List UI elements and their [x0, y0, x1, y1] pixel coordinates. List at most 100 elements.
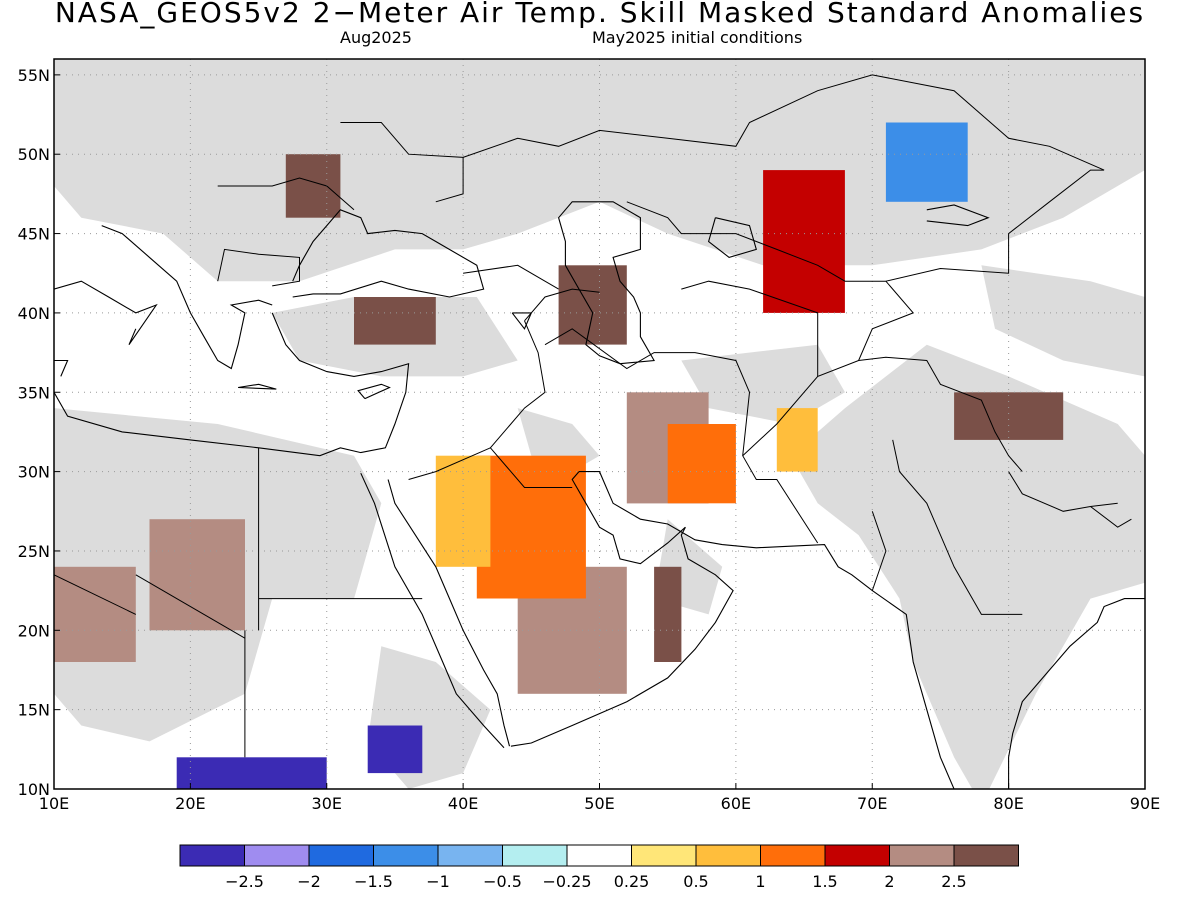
lon-tick-label: 80E [993, 794, 1023, 813]
longitude-axis: 10E 20E 30E 40E 50E 60E 70E 80E 90E [39, 783, 1160, 813]
lat-tick-label: 35N [18, 383, 50, 402]
coastline [357, 383, 391, 400]
country-border [626, 201, 915, 361]
colorbar-label: 0.25 [614, 872, 650, 891]
anomaly-cell [367, 725, 423, 774]
anomaly-cell [885, 122, 968, 202]
colorbar-label: 2.5 [941, 872, 966, 891]
lat-tick-label: 25N [18, 542, 50, 561]
anomaly-cell [954, 392, 1064, 440]
anomaly-cell [176, 757, 327, 789]
anomaly-cell [776, 408, 818, 472]
country-border [217, 248, 300, 287]
coastline [926, 204, 990, 227]
lon-tick-label: 70E [857, 794, 887, 813]
coastline [360, 472, 505, 749]
coastline [510, 526, 734, 747]
latitude-axis: 10N 15N 20N 25N 30N 35N 40N 45N 50N 55N [18, 66, 60, 799]
country-border [462, 74, 1105, 171]
coastline [238, 383, 277, 390]
anomaly-cell [149, 519, 245, 631]
lon-tick-label: 20E [175, 794, 205, 813]
masked-region [981, 265, 1145, 377]
country-border [135, 574, 246, 639]
colorbar-label: −2 [297, 872, 321, 891]
country-border [544, 328, 819, 544]
country-border [1008, 471, 1118, 512]
masked-region [790, 344, 1145, 789]
lat-tick-label: 10N [18, 780, 50, 799]
anomaly-cell [763, 170, 845, 313]
anomaly-cell [476, 455, 586, 599]
lat-tick-label: 50N [18, 145, 50, 164]
coastline [54, 359, 69, 377]
colorbar-label: 2 [884, 872, 894, 891]
coastline [1008, 598, 1145, 789]
colorbar-swatch [308, 844, 374, 867]
country-border [54, 574, 137, 615]
coastline [101, 225, 273, 370]
lat-tick-label: 40N [18, 304, 50, 323]
country-border [892, 439, 1023, 615]
coastline [292, 209, 485, 298]
colorbar-swatch [760, 844, 826, 867]
colorbar-label: −2.5 [225, 872, 264, 891]
coastline [579, 471, 955, 789]
anomaly-cell [285, 154, 341, 218]
colorbar-swatch [437, 844, 503, 867]
colorbar-swatch [179, 844, 245, 867]
forecast-month: Aug2025 [340, 28, 412, 47]
coastline [707, 217, 757, 259]
colorbar-label: −0.5 [483, 872, 522, 891]
country-border [871, 511, 887, 591]
lat-tick-label: 30N [18, 463, 50, 482]
colorbar-swatch [244, 844, 310, 867]
lon-tick-label: 40E [448, 794, 478, 813]
coastline [387, 479, 511, 747]
country-border [340, 122, 464, 203]
country-border [885, 169, 1105, 282]
lon-tick-label: 30E [312, 794, 342, 813]
lon-tick-label: 50E [584, 794, 614, 813]
colorbar-swatch [953, 844, 1019, 867]
coastline [571, 471, 686, 565]
country-border [524, 288, 600, 322]
anomaly-cells-layer [54, 122, 1064, 789]
colorbar-label: −1.5 [354, 872, 393, 891]
colorbar-label: −1 [426, 872, 450, 891]
anomaly-cell [558, 265, 627, 345]
country-border [463, 264, 559, 290]
lat-tick-label: 45N [18, 225, 50, 244]
coastline [54, 280, 158, 346]
coastline [54, 312, 410, 457]
anomaly-cell [667, 424, 736, 504]
colorbar-label: 1.5 [812, 872, 837, 891]
lon-tick-label: 60E [721, 794, 751, 813]
colorbar-label: −0.25 [542, 872, 591, 891]
country-border [681, 280, 819, 377]
colorbar-swatch [824, 844, 890, 867]
lat-tick-label: 55N [18, 66, 50, 85]
colorbar: −2.5 −2 −1.5 −1 −0.5 −0.25 0.25 0.5 1 1.5 2 2.5 [179, 844, 1019, 891]
colorbar-swatch [502, 844, 568, 867]
anomaly-cell [54, 566, 136, 662]
lon-tick-label: 90E [1130, 794, 1160, 813]
colorbar-swatch [373, 844, 439, 867]
initial-conditions: May2025 initial conditions [592, 28, 803, 47]
country-border [1090, 506, 1132, 528]
colorbar-swatch [566, 844, 632, 867]
country-border [217, 177, 355, 211]
coastlines-borders [54, 74, 1145, 789]
colorbar-label: 1 [755, 872, 765, 891]
coastline [511, 312, 533, 330]
anomaly-cell [654, 566, 682, 662]
lat-tick-label: 15N [18, 701, 50, 720]
country-border [742, 356, 1023, 472]
colorbar-label: 0.5 [683, 872, 708, 891]
lat-tick-label: 20N [18, 621, 50, 640]
masked-region [681, 344, 845, 424]
lon-tick-label: 10E [39, 794, 69, 813]
map-title: NASA_GEOS5v2 2−Meter Air Temp. Skill Mas… [54, 0, 1146, 29]
map-plot-area [54, 59, 1145, 789]
